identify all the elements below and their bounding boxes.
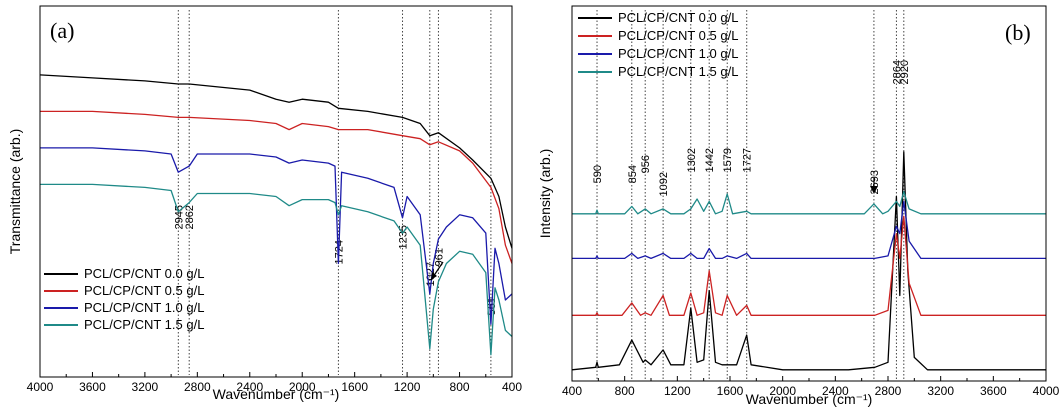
- peak-label: 2864: [891, 60, 903, 84]
- legend-entry: PCL/CP/CNT 0.0 g/L: [618, 10, 738, 25]
- legend-entry: PCL/CP/CNT 1.0 g/L: [84, 300, 204, 315]
- peak-label: 590: [592, 165, 604, 183]
- x-tick-label: 800: [450, 380, 470, 394]
- series-line-3: [572, 190, 1046, 215]
- legend-entry: PCL/CP/CNT 1.0 g/L: [618, 46, 738, 61]
- series-line-2: [572, 200, 1046, 260]
- x-tick-label: 2000: [769, 384, 796, 398]
- legend-entry: PCL/CP/CNT 0.5 g/L: [618, 28, 738, 43]
- x-tick-label: 2400: [236, 380, 263, 394]
- peak-label: 2920: [899, 60, 911, 84]
- legend-entry: PCL/CP/CNT 0.5 g/L: [84, 283, 204, 298]
- x-tick-label: 3600: [980, 384, 1007, 398]
- x-tick-label: 2400: [822, 384, 849, 398]
- peak-label: 1442: [704, 148, 716, 172]
- peak-label: 1579: [722, 148, 734, 172]
- panel-label: (a): [50, 18, 74, 43]
- peak-label: 956: [640, 155, 652, 173]
- legend-entry: PCL/CP/CNT 1.5 g/L: [84, 317, 204, 332]
- x-tick-label: 400: [502, 380, 522, 394]
- panel-label: (b): [1005, 20, 1031, 45]
- x-tick-label: 2800: [184, 380, 211, 394]
- x-tick-label: 2000: [289, 380, 316, 394]
- x-tick-label: 1600: [717, 384, 744, 398]
- arrow-961-head: [431, 272, 437, 280]
- peak-label: 2945: [173, 205, 185, 229]
- series-line-1: [40, 110, 513, 264]
- x-tick-label: 3200: [132, 380, 159, 394]
- peak-label: 1302: [686, 148, 698, 172]
- plot-frame: [571, 5, 1047, 382]
- x-tick-label: 1600: [341, 380, 368, 394]
- legend-entry: PCL/CP/CNT 0.0 g/L: [84, 266, 204, 281]
- peak-label: 1092: [658, 172, 670, 196]
- series-line-0: [571, 151, 1046, 371]
- peak-label: 2862: [184, 205, 196, 229]
- legend-entry: PCL/CP/CNT 1.5 g/L: [618, 64, 738, 79]
- y-axis-title: Intensity (arb.): [537, 149, 553, 238]
- x-tick-label: 4000: [27, 380, 54, 394]
- peak-label: 1727: [742, 148, 754, 172]
- y-axis-title: Transmittance (arb.): [7, 129, 23, 255]
- x-tick-label: 1200: [394, 380, 421, 394]
- peak-label: 854: [627, 165, 639, 183]
- x-tick-label: 2800: [875, 384, 902, 398]
- series-line-0: [39, 74, 513, 249]
- x-tick-label: 400: [562, 384, 582, 398]
- series-line-3: [40, 183, 513, 356]
- x-tick-label: 1200: [664, 384, 691, 398]
- series-line-2: [40, 147, 513, 325]
- x-tick-label: 800: [615, 384, 635, 398]
- x-axis-title: Wavenumber (cm⁻¹): [746, 391, 873, 407]
- x-tick-label: 3200: [927, 384, 954, 398]
- x-tick-label: 4000: [1033, 384, 1060, 398]
- x-axis-title: Wavenumber (cm⁻¹): [213, 386, 340, 402]
- arrow-2693-head: [870, 186, 878, 194]
- series-line-1: [572, 215, 1046, 316]
- x-tick-label: 3600: [79, 380, 106, 394]
